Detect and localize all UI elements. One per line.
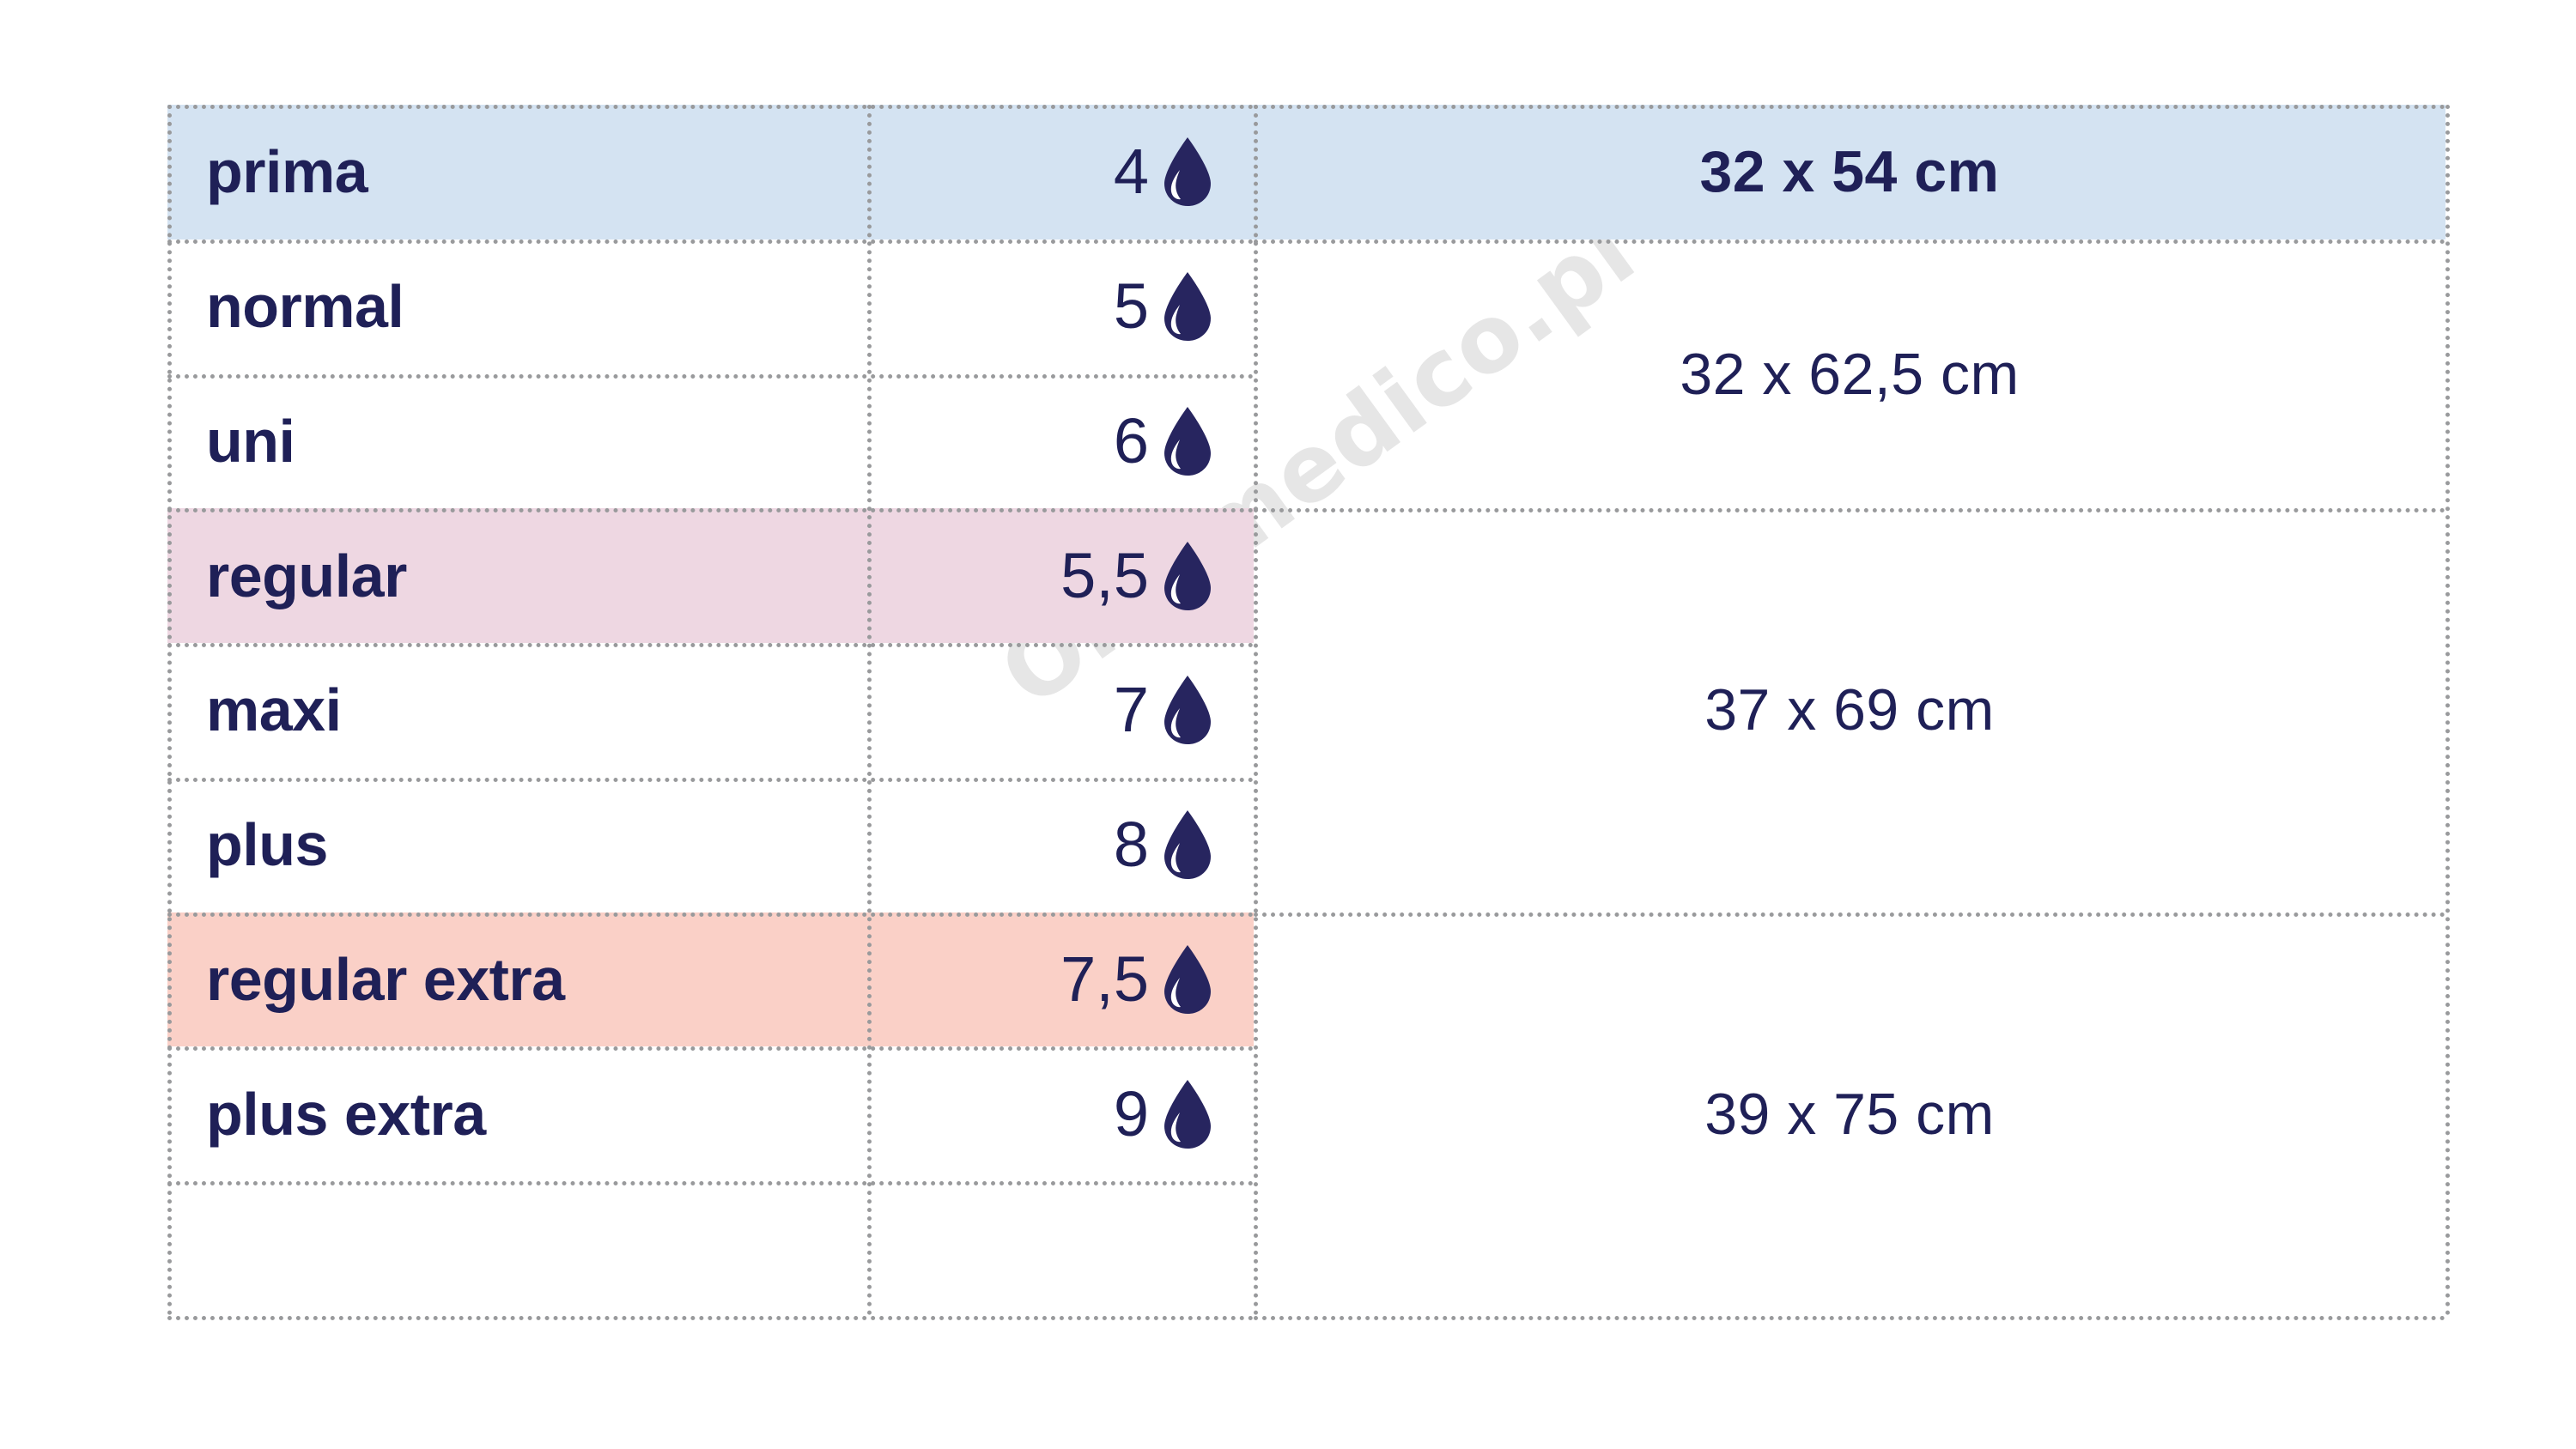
product-name-label: regular extra: [206, 946, 565, 1014]
row-highlight-mauve: [167, 508, 1254, 644]
grid-line-horizontal: [167, 643, 1254, 648]
grid-line-horizontal-group: [1254, 239, 2445, 244]
product-name-cell: plus extra: [167, 1046, 867, 1181]
grid-line-horizontal: [167, 373, 1254, 379]
product-name-cell: uni: [167, 374, 867, 509]
absorbency-cell: 6: [867, 374, 1254, 509]
row-highlight-blue: [167, 105, 2445, 239]
size-label: 32 x 54 cm: [1699, 139, 2000, 205]
grid-line-horizontal: [167, 508, 1254, 513]
water-drop-icon: [1164, 810, 1211, 880]
grid-line-vertical: [2445, 105, 2450, 1316]
absorbency-value: 7: [1113, 674, 1149, 746]
grid-line-vertical: [167, 105, 172, 1316]
absorbency-cell: 7: [867, 643, 1254, 778]
water-drop-icon: [1164, 406, 1211, 476]
absorbency-value: 7,5: [1060, 943, 1149, 1016]
grid-line-horizontal-group: [1254, 912, 2445, 917]
grid-line-vertical: [867, 105, 872, 1316]
absorbency-value: 5,5: [1060, 539, 1149, 611]
grid-line-horizontal: [167, 239, 1254, 244]
grid-line-horizontal: [167, 105, 1254, 109]
size-cell: 37 x 69 cm: [1254, 508, 2445, 912]
absorbency-cell: 7,5: [867, 912, 1254, 1047]
water-drop-icon: [1164, 541, 1211, 610]
size-label: 37 x 69 cm: [1704, 677, 1995, 743]
absorbency-value: 8: [1113, 809, 1149, 881]
absorbency-cell: 8: [867, 778, 1254, 912]
absorbency-cell: 5,5: [867, 508, 1254, 643]
water-drop-icon: [1164, 676, 1211, 745]
absorbency-cell: 5: [867, 239, 1254, 374]
grid-line-horizontal-group: [1254, 1316, 2445, 1320]
product-name-label: plus: [206, 811, 328, 879]
table-grid: prima 4 normal 5 uni 6 regular 5,5 maxi 7 plus 8 reg…: [167, 105, 2450, 1320]
size-cell: 32 x 62,5 cm: [1254, 239, 2445, 509]
grid-line-horizontal: [167, 1046, 1254, 1052]
product-name-label: regular: [206, 542, 407, 609]
water-drop-icon: [1164, 272, 1211, 342]
water-drop-icon: [1164, 1079, 1211, 1149]
row-highlight-salmon: [167, 912, 1254, 1047]
absorbency-cell: 9: [867, 1046, 1254, 1181]
absorbency-size-table: prima 4 normal 5 uni 6 regular 5,5 maxi 7 plus 8 reg…: [167, 105, 2450, 1320]
water-drop-icon: [1164, 945, 1211, 1015]
product-name-cell: regular extra: [167, 912, 867, 1047]
grid-line-horizontal-group: [1254, 508, 2445, 513]
grid-line-horizontal-group: [1254, 105, 2445, 109]
product-name-cell: maxi: [167, 643, 867, 778]
product-name-label: uni: [206, 407, 295, 475]
grid-line-horizontal: [167, 1316, 1254, 1320]
size-cell: 32 x 54 cm: [1254, 105, 2445, 239]
water-drop-icon: [1164, 137, 1211, 207]
grid-line-horizontal: [167, 912, 1254, 917]
product-name-label: plus extra: [206, 1080, 486, 1148]
product-name-cell: plus: [167, 778, 867, 912]
product-name-cell: prima: [167, 105, 867, 239]
grid-line-horizontal: [167, 1181, 1254, 1186]
product-name-label: normal: [206, 273, 404, 341]
absorbency-value: 6: [1113, 404, 1149, 476]
absorbency-value: 9: [1113, 1077, 1149, 1149]
grid-line-vertical: [1254, 105, 1258, 1316]
absorbency-cell: 4: [867, 105, 1254, 239]
size-cell: 39 x 75 cm: [1254, 912, 2445, 1316]
product-name-label: maxi: [206, 676, 342, 744]
absorbency-value: 4: [1113, 136, 1149, 208]
size-label: 39 x 75 cm: [1704, 1081, 1995, 1147]
product-name-cell: regular: [167, 508, 867, 643]
product-name-cell: normal: [167, 239, 867, 374]
size-label: 32 x 62,5 cm: [1680, 341, 2020, 407]
product-name-label: prima: [206, 138, 368, 206]
absorbency-value: 5: [1113, 270, 1149, 343]
grid-line-horizontal: [167, 777, 1254, 782]
